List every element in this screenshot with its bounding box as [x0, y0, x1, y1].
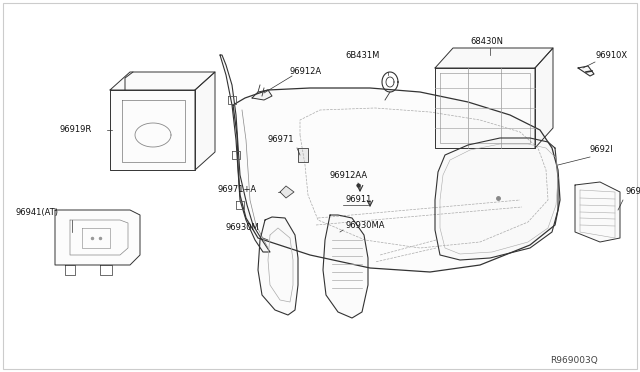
Text: 96912N: 96912N — [625, 187, 640, 196]
Polygon shape — [323, 215, 368, 318]
Text: 96971+A: 96971+A — [218, 186, 257, 195]
Polygon shape — [55, 210, 140, 265]
Text: 96912AA: 96912AA — [330, 170, 368, 180]
Polygon shape — [258, 217, 298, 315]
Text: 96930M: 96930M — [225, 224, 259, 232]
Polygon shape — [220, 55, 270, 252]
Polygon shape — [578, 66, 594, 76]
Polygon shape — [435, 138, 558, 260]
Polygon shape — [252, 90, 272, 100]
Text: 96930MA: 96930MA — [345, 221, 385, 230]
Polygon shape — [110, 72, 215, 90]
Polygon shape — [535, 48, 553, 148]
Text: 96910X: 96910X — [595, 51, 627, 60]
Text: 9692I: 9692I — [590, 145, 614, 154]
Text: 96919R: 96919R — [60, 125, 92, 135]
Polygon shape — [233, 88, 560, 272]
Polygon shape — [575, 182, 620, 242]
Polygon shape — [195, 72, 215, 170]
Text: R969003Q: R969003Q — [550, 356, 598, 365]
Text: 96941(AT): 96941(AT) — [15, 208, 58, 218]
Polygon shape — [280, 186, 294, 198]
Polygon shape — [110, 90, 195, 170]
Polygon shape — [435, 48, 553, 68]
Polygon shape — [298, 148, 308, 162]
Text: 6B431M: 6B431M — [345, 51, 380, 60]
Text: 96971: 96971 — [268, 135, 294, 144]
Text: 68430N: 68430N — [470, 38, 503, 46]
Text: 96912A: 96912A — [290, 67, 322, 77]
Polygon shape — [435, 68, 535, 148]
Text: 96911: 96911 — [345, 196, 371, 205]
